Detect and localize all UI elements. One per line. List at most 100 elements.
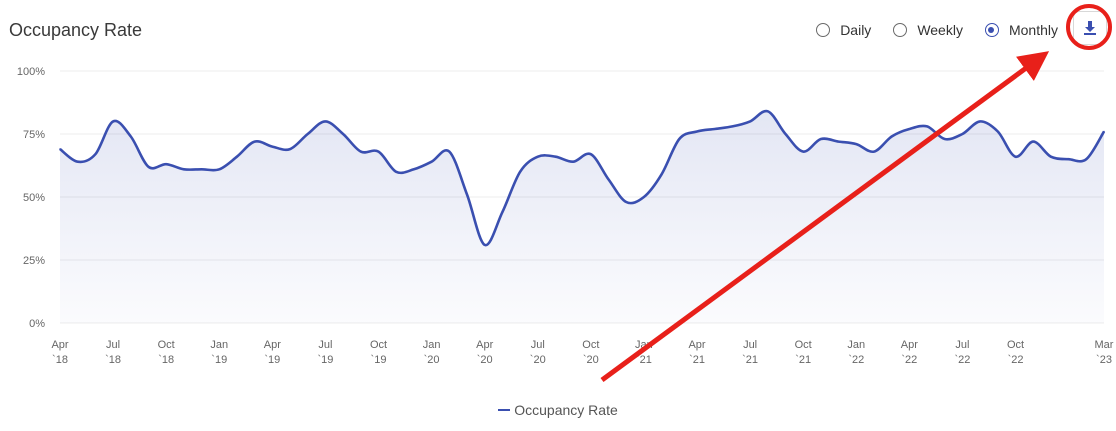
x-tick-month: Oct (1007, 339, 1024, 351)
data-point (1067, 158, 1070, 160)
x-tick-month: Jan (210, 339, 228, 351)
data-point (607, 178, 610, 181)
data-point (253, 140, 256, 143)
x-tick-year: `21 (689, 354, 705, 366)
x-tick-year: `22 (954, 354, 970, 366)
data-point (537, 155, 539, 158)
data-point (448, 150, 451, 153)
data-point (943, 138, 946, 140)
x-tick-year: `19 (211, 354, 227, 366)
data-point (200, 168, 203, 171)
x-tick-year: `20 (477, 354, 493, 366)
data-point (1032, 140, 1034, 143)
legend-swatch (498, 409, 511, 412)
series-area-occupancy (60, 111, 1104, 323)
data-point (1014, 155, 1017, 158)
data-point (130, 135, 132, 138)
daily-label: Daily (840, 22, 872, 38)
data-point (625, 201, 627, 203)
data-point (926, 125, 928, 128)
legend[interactable]: Occupancy Rate (0, 402, 1116, 418)
data-point (519, 171, 521, 173)
x-tick-year: `22 (1008, 354, 1024, 366)
x-tick-month: Apr (901, 339, 918, 351)
data-point (554, 155, 557, 158)
y-tick-label: 0% (29, 318, 45, 330)
x-tick-month: Oct (795, 339, 812, 351)
x-tick-year: `20 (583, 354, 599, 366)
x-tick-year: `19 (371, 354, 387, 366)
x-axis: Apr `18 Jul `18 Oct `18 Jan `19 Apr `19 Jul `19 Oct `… (51, 339, 1113, 366)
data-point (377, 150, 380, 153)
weekly-label: Weekly (917, 22, 963, 38)
period-selector: Daily Weekly Monthly (794, 22, 1058, 38)
x-tick-year: `23 (1096, 354, 1112, 366)
data-point (466, 193, 468, 196)
period-option-daily[interactable]: Daily (816, 22, 871, 38)
x-tick-year: `18 (158, 354, 174, 366)
data-point (1085, 158, 1088, 160)
data-point (59, 148, 61, 150)
x-tick-month: Oct (582, 339, 599, 351)
data-point (837, 140, 840, 143)
data-point (802, 150, 804, 153)
x-tick-month: Apr (51, 339, 68, 351)
x-tick-year: `22 (901, 354, 917, 366)
data-point (147, 166, 150, 168)
data-point (395, 171, 398, 173)
data-point (324, 120, 327, 123)
x-tick-year: `19 (317, 354, 333, 366)
data-point (271, 145, 274, 148)
y-tick-label: 50% (23, 192, 45, 204)
data-point (342, 133, 344, 135)
x-tick-month: Jan (847, 339, 865, 351)
chart-title: Occupancy Rate (9, 20, 143, 40)
x-tick-month: Oct (370, 339, 387, 351)
series-line-occupancy (59, 109, 1106, 247)
data-point (360, 150, 362, 153)
data-point (873, 150, 875, 153)
x-tick-month: Jul (531, 339, 545, 351)
data-point (413, 168, 415, 171)
data-point (820, 138, 822, 140)
x-tick-year: `21 (742, 354, 758, 366)
data-point (236, 155, 238, 158)
data-point (289, 148, 291, 150)
data-point (749, 120, 751, 123)
annotation-arrow (600, 51, 1050, 383)
data-point (696, 130, 698, 133)
monthly-label: Monthly (1008, 22, 1058, 38)
period-option-weekly[interactable]: Weekly (893, 22, 963, 38)
x-tick-year: `21 (636, 354, 652, 366)
x-tick-year: `21 (795, 354, 811, 366)
x-tick-month: Jul (318, 339, 332, 351)
x-tick-month: Oct (158, 339, 175, 351)
data-point (306, 133, 309, 135)
x-tick-month: Apr (264, 339, 281, 351)
x-tick-month: Apr (688, 339, 705, 351)
weekly-radio[interactable] (893, 23, 908, 37)
data-point (1103, 130, 1105, 133)
data-point (183, 168, 185, 171)
x-tick-month: Jul (106, 339, 120, 351)
x-tick-year: `18 (105, 354, 121, 366)
data-points (59, 110, 1105, 246)
legend-label: Occupancy Rate (514, 402, 618, 418)
x-tick-month: Apr (476, 339, 493, 351)
data-point (784, 133, 787, 135)
x-tick-year: `22 (848, 354, 864, 366)
x-tick-year: `19 (264, 354, 280, 366)
data-point (165, 163, 167, 165)
y-axis: 0% 25% 50% 75% 100% (17, 66, 45, 330)
monthly-radio[interactable] (984, 23, 999, 37)
data-point (94, 153, 97, 155)
data-point (961, 133, 964, 135)
data-point (767, 110, 769, 113)
data-point (855, 143, 858, 145)
data-point (731, 125, 734, 128)
x-tick-year: `20 (530, 354, 546, 366)
period-option-monthly[interactable]: Monthly (984, 22, 1058, 38)
daily-radio[interactable] (816, 23, 831, 37)
data-point (483, 244, 486, 246)
